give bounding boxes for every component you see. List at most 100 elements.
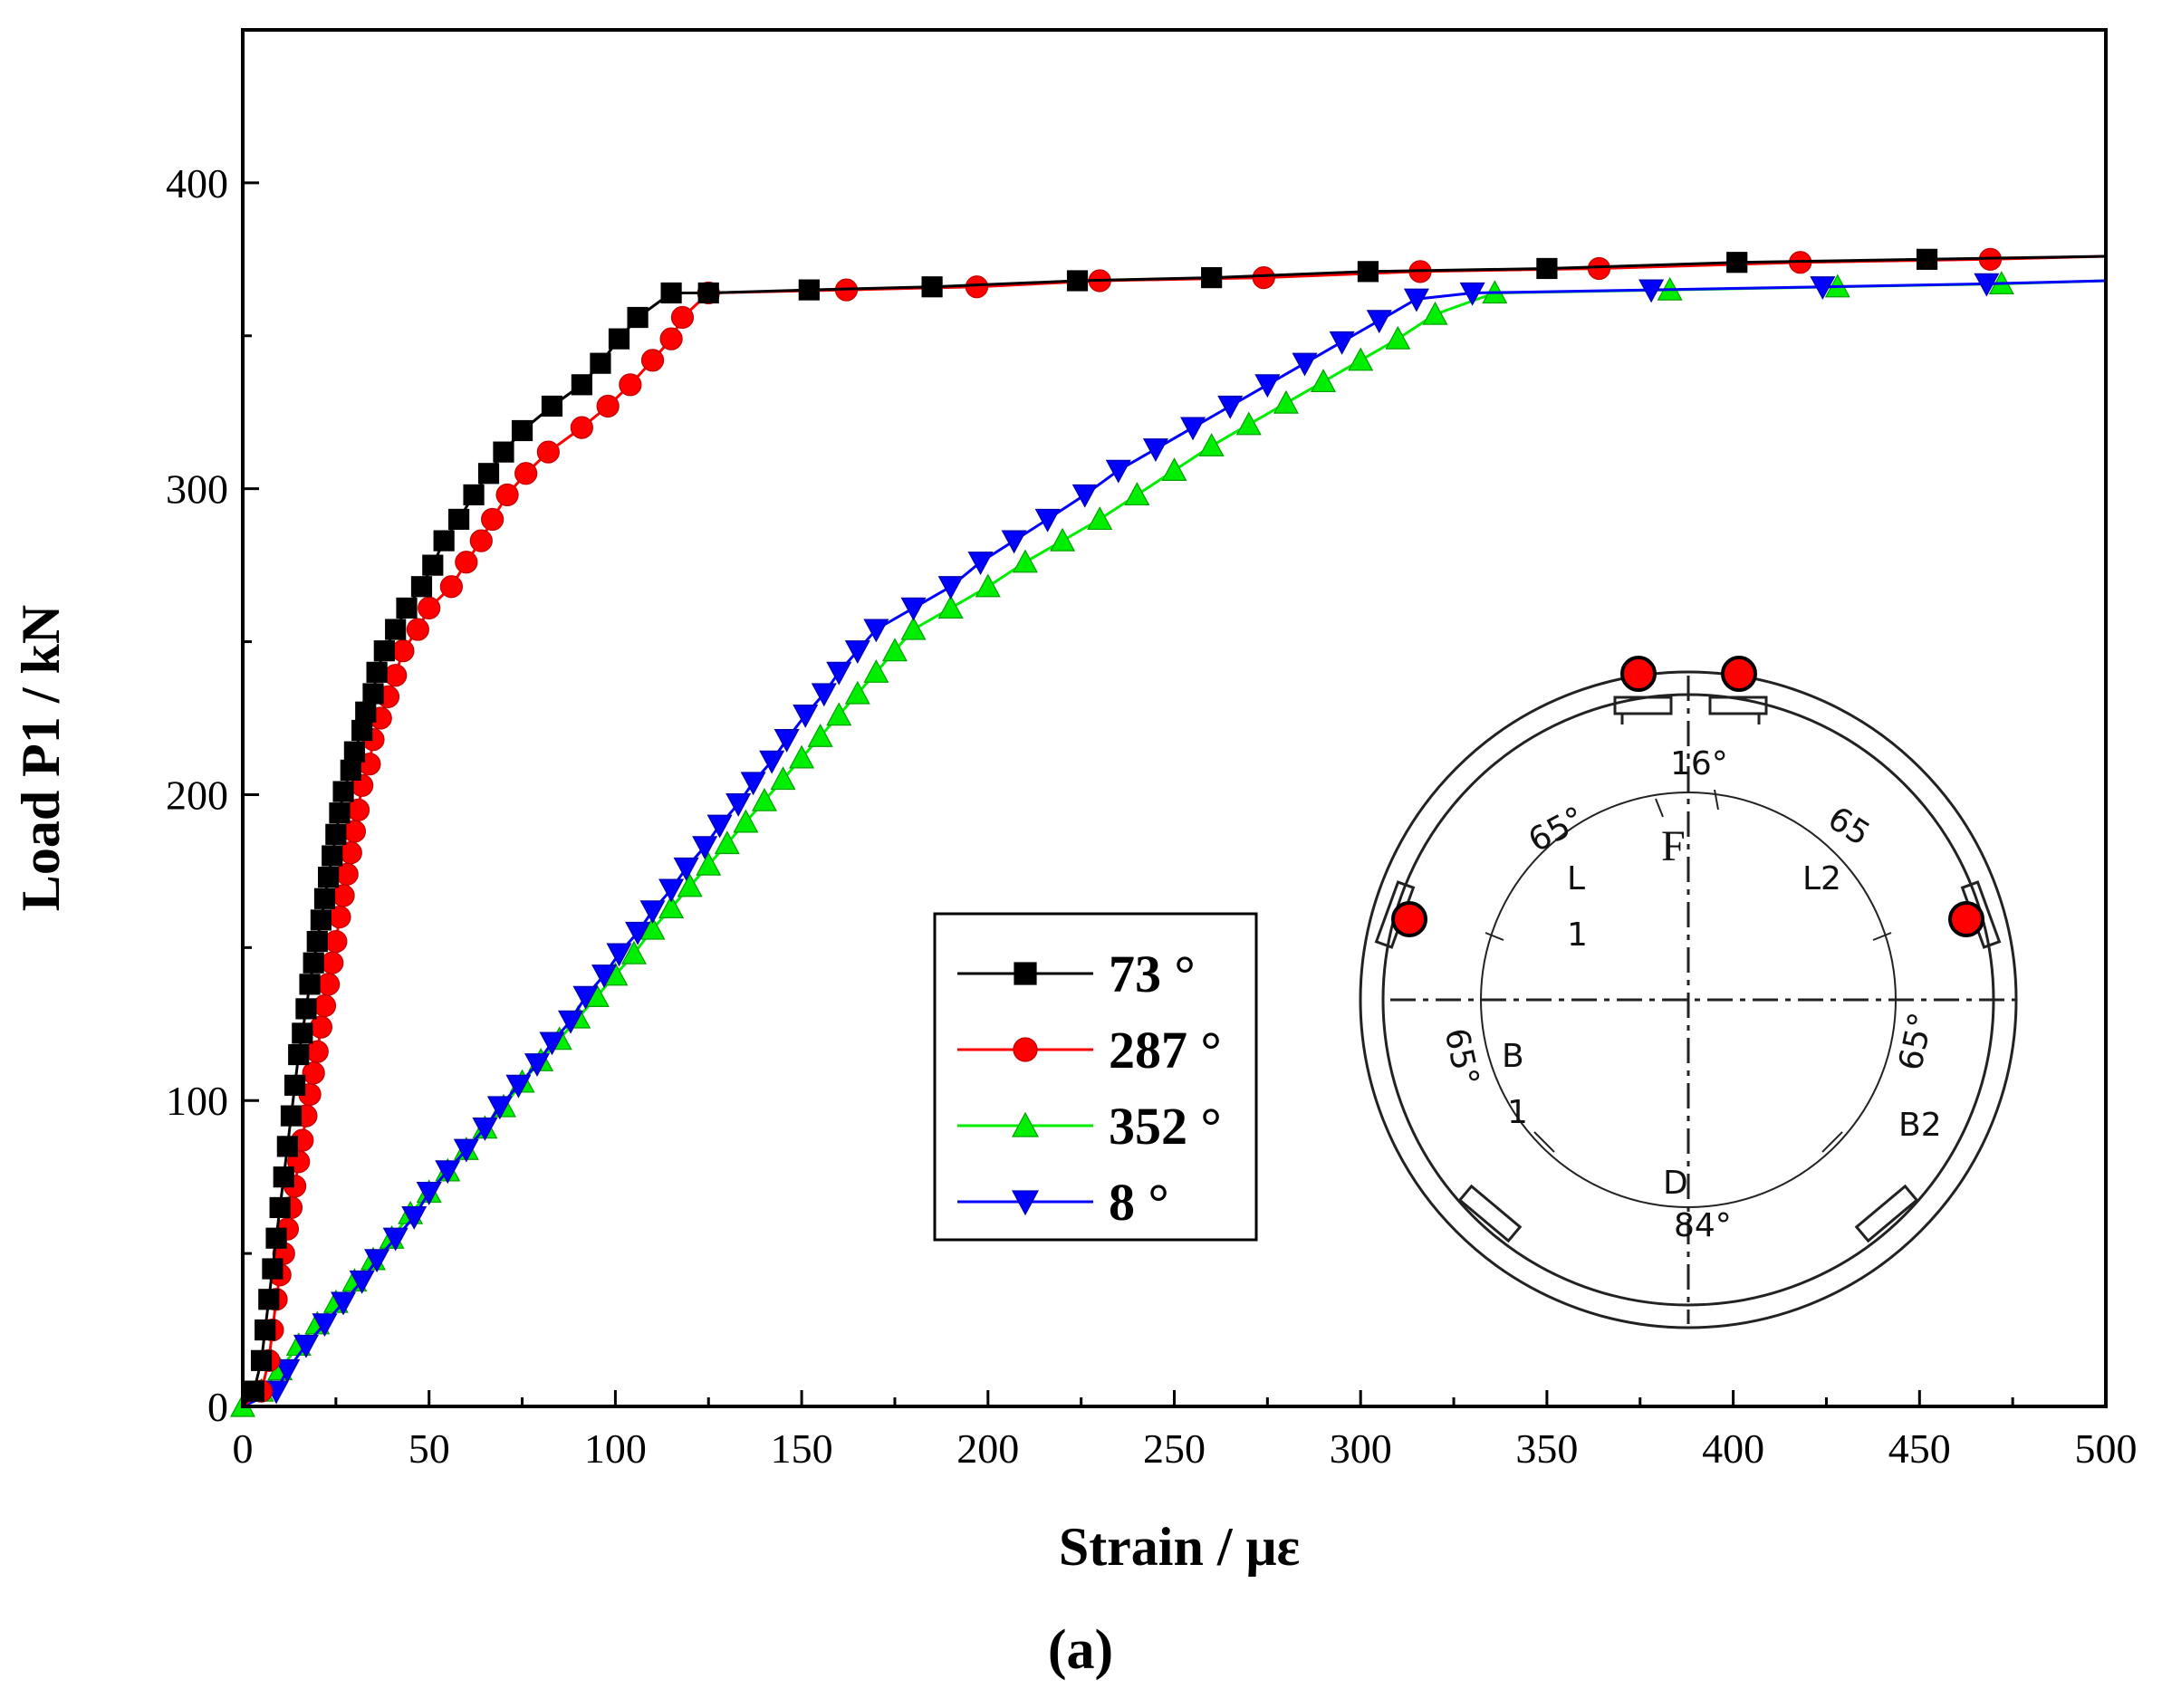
data-point-square xyxy=(362,683,384,705)
label-l1-number: 1 xyxy=(1567,916,1588,954)
x-tick-label: 450 xyxy=(1888,1425,1951,1472)
data-point-circle xyxy=(570,416,593,439)
data-point-triangle-down xyxy=(453,1138,479,1163)
data-point-square xyxy=(255,1319,276,1341)
data-point-triangle-down xyxy=(274,1358,301,1383)
data-point-triangle-down xyxy=(692,836,718,860)
legend-label: 73 ° xyxy=(1109,945,1196,1003)
data-point-triangle-down xyxy=(312,1313,338,1338)
load-point-marker xyxy=(1721,656,1757,692)
data-point-circle xyxy=(596,394,620,418)
segment-joint-lower-left xyxy=(1457,1184,1523,1243)
label-b2: B2 xyxy=(1898,1107,1942,1144)
x-axis-title: Strain / με xyxy=(1059,1517,1300,1577)
data-point-triangle-down xyxy=(1403,288,1429,312)
series-layer xyxy=(229,247,2107,1417)
y-axis-title: Load P1 / kN xyxy=(11,605,71,911)
tunnel-cross-section-inset: 16° 65° 65 65° 65° 84° F L 1 L2 B 1 B2 D xyxy=(1359,656,2018,1329)
data-point-square xyxy=(921,276,943,298)
data-point-triangle-down xyxy=(1001,530,1027,554)
data-point-circle xyxy=(536,440,560,464)
data-point-triangle-down xyxy=(1974,273,2000,297)
data-point-triangle-up xyxy=(1235,411,1262,436)
data-point-triangle-up xyxy=(1311,369,1337,393)
data-point-triangle-down xyxy=(401,1205,428,1230)
x-tick-label: 300 xyxy=(1330,1425,1392,1472)
data-point-square xyxy=(288,1043,310,1066)
data-point-square xyxy=(697,282,719,304)
data-point-square xyxy=(511,419,533,442)
data-point-square xyxy=(1014,962,1037,985)
data-point-triangle-up xyxy=(1161,457,1187,482)
y-tick-label: 200 xyxy=(166,772,228,818)
angle-top-label: 16° xyxy=(1670,745,1728,782)
data-point-triangle-down xyxy=(558,1010,584,1034)
data-point-circle xyxy=(339,841,362,865)
data-point-triangle-down xyxy=(937,576,964,600)
data-point-square xyxy=(627,306,649,329)
data-point-square xyxy=(590,352,611,374)
data-point-triangle-down xyxy=(1217,395,1244,419)
data-point-triangle-up xyxy=(1198,433,1225,456)
data-point-triangle-up xyxy=(881,638,908,662)
data-point-square xyxy=(396,597,418,619)
data-point-triangle-up xyxy=(677,873,703,897)
data-point-triangle-down xyxy=(793,705,819,728)
data-point-circle xyxy=(342,820,367,843)
data-point-square xyxy=(276,1136,298,1157)
legend-item: 287 ° xyxy=(957,1021,1222,1079)
data-point-square xyxy=(1066,270,1089,292)
data-point-triangle-down xyxy=(1105,459,1131,484)
x-tick-label: 250 xyxy=(1143,1425,1206,1472)
data-point-square xyxy=(303,952,324,974)
data-point-square xyxy=(541,395,563,417)
segment-joint-lower-right xyxy=(1854,1184,1919,1243)
data-point-triangle-down xyxy=(505,1074,532,1099)
data-point-square xyxy=(410,576,433,598)
data-point-circle xyxy=(384,664,408,687)
data-point-triangle-down xyxy=(486,1096,513,1120)
y-tick-label: 0 xyxy=(207,1384,228,1430)
data-point-circle xyxy=(469,529,493,552)
data-point-triangle-down xyxy=(1254,374,1281,398)
data-point-square xyxy=(355,701,377,723)
data-point-triangle-down xyxy=(844,640,870,664)
data-point-circle xyxy=(439,575,463,599)
data-point-circle xyxy=(406,618,429,641)
data-point-triangle-up xyxy=(900,616,927,640)
data-point-triangle-up xyxy=(826,702,852,726)
data-point-triangle-up xyxy=(696,851,722,876)
data-point-triangle-up xyxy=(807,724,833,747)
data-point-triangle-up xyxy=(1050,527,1076,552)
data-point-triangle-down xyxy=(364,1249,390,1273)
data-point-triangle-up xyxy=(937,595,964,619)
legend-item: 73 ° xyxy=(957,945,1196,1003)
x-tick-label: 50 xyxy=(408,1425,450,1472)
x-tick-label: 400 xyxy=(1702,1425,1764,1472)
data-point-circle xyxy=(335,862,359,886)
data-point-square xyxy=(292,1022,313,1044)
data-point-triangle-up xyxy=(1124,482,1150,506)
data-point-circle xyxy=(670,305,695,330)
data-point-triangle-up xyxy=(789,744,815,769)
data-point-triangle-down xyxy=(759,750,785,774)
data-point-square xyxy=(385,619,407,640)
data-point-square xyxy=(493,441,514,463)
data-point-square xyxy=(463,484,485,506)
data-point-circle xyxy=(514,462,538,485)
legend-box xyxy=(933,912,1258,1242)
data-point-square xyxy=(332,781,354,802)
data-point-square xyxy=(1726,252,1748,273)
data-point-triangle-down xyxy=(826,661,852,686)
data-point-square xyxy=(280,1105,303,1127)
data-point-square xyxy=(660,282,682,304)
data-point-triangle-down xyxy=(706,814,733,839)
data-point-square xyxy=(310,909,332,931)
data-point-triangle-down xyxy=(293,1334,319,1358)
data-point-triangle-down xyxy=(1810,276,1836,300)
legend-item: 352 ° xyxy=(957,1097,1222,1156)
data-point-square xyxy=(477,463,500,485)
x-tick-label: 200 xyxy=(956,1425,1019,1472)
data-point-square xyxy=(366,661,388,683)
